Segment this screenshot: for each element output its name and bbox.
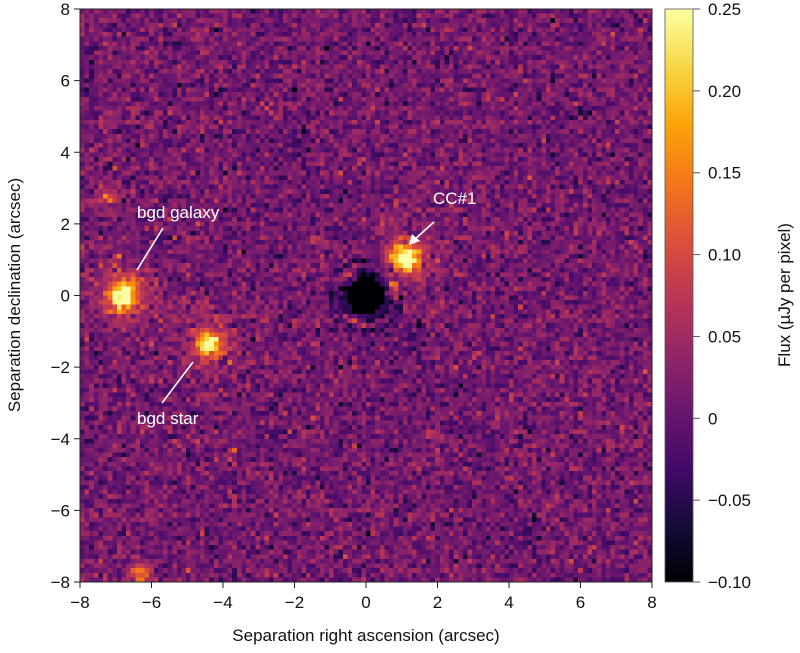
annotation-cc1: CC#1 (433, 189, 476, 208)
x-axis-label: Separation right ascension (arcsec) (232, 626, 499, 645)
arrowhead-icon (409, 234, 420, 245)
y-tick-label: 4 (61, 143, 70, 162)
annotation-line-galaxy (136, 227, 164, 271)
annotation-bgd-star: bgd star (137, 409, 199, 428)
annotation-arrow-cc1 (413, 221, 435, 241)
annotation-bgd-galaxy: bgd galaxy (137, 203, 220, 222)
y-tick-label: −2 (51, 358, 70, 377)
x-tick-label: −4 (213, 593, 232, 612)
x-tick-label: 8 (647, 593, 656, 612)
colorbar-tick-label: 0.05 (708, 327, 741, 346)
colorbar-label: Flux (µJy per pixel) (775, 223, 794, 367)
y-tick-label: 6 (61, 72, 70, 91)
colorbar-tick-label: 0.25 (708, 0, 741, 19)
colorbar-tick-label: −0.05 (708, 491, 751, 510)
y-axis-label: Separation declination (arcsec) (5, 178, 24, 412)
plot-border (79, 8, 653, 583)
colorbar-tick-label: 0.20 (708, 82, 741, 101)
colorbar (664, 8, 694, 583)
heatmap-image (80, 9, 652, 582)
colorbar-tick-label: 0.15 (708, 164, 741, 183)
y-tick-label: −6 (51, 501, 70, 520)
x-tick-label: 4 (504, 593, 513, 612)
x-tick-label: −6 (142, 593, 161, 612)
y-tick-label: −8 (51, 573, 70, 592)
annotation-line-star (161, 361, 194, 404)
y-tick-label: 2 (61, 215, 70, 234)
y-tick-label: 0 (61, 287, 70, 306)
y-tick-label: −4 (51, 430, 70, 449)
x-tick-label: −8 (70, 593, 89, 612)
x-tick-label: 2 (433, 593, 442, 612)
x-tick-label: −2 (285, 593, 304, 612)
y-tick-label: 8 (61, 0, 70, 19)
colorbar-tick-label: −0.10 (708, 573, 751, 592)
colorbar-tick-label: 0 (708, 409, 717, 428)
colorbar-tick-label: 0.10 (708, 246, 741, 265)
x-tick-label: 6 (576, 593, 585, 612)
x-tick-label: 0 (361, 593, 370, 612)
